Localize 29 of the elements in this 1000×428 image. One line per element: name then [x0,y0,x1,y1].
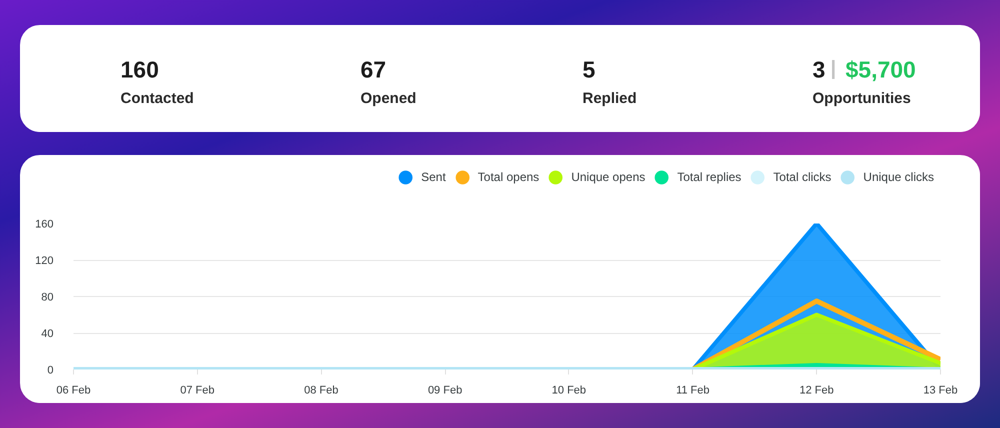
text: 67 [360,56,386,82]
x-tick-label: 11 Feb [676,384,710,396]
text: 5 [582,56,596,82]
x-tick-label: 09 Feb [428,384,462,396]
y-tick-label: 0 [47,364,54,376]
text: Contacted [120,90,194,107]
x-tick-label: 07 Feb [180,384,214,396]
text: Opened [360,90,416,107]
x-tick-label: 08 Feb [304,384,338,396]
legend-label: Total opens [478,170,540,184]
x-tick-label: 10 Feb [552,384,586,396]
x-tick-label: 06 Feb [56,384,91,396]
y-tick-label: 120 [35,255,54,267]
legend-label: Total replies [677,170,742,184]
legend-label: Unique clicks [863,170,934,184]
text: 160 [120,56,159,82]
text: $5,700 [846,56,916,82]
y-tick-label: 80 [41,292,54,304]
legend-label: Total clicks [773,170,832,184]
x-tick-label: 13 Feb [923,384,958,396]
text: | [830,58,836,80]
x-tick-label: 12 Feb [800,384,834,396]
text: 3 [812,56,826,82]
text: Replied [582,90,637,107]
legend-label: Sent [421,170,446,184]
legend-label: Unique opens [571,170,646,184]
y-tick-label: 40 [41,328,54,340]
text: Opportunities [812,90,911,107]
y-tick-label: 160 [35,218,54,230]
